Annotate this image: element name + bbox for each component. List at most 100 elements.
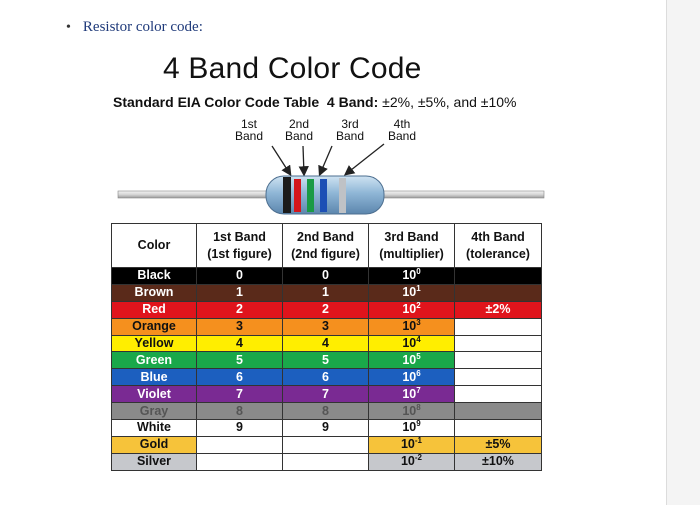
color-code-table-wrap: Color 1st Band (1st figure) 2nd Band (2n… xyxy=(111,223,542,471)
band-red xyxy=(294,179,301,212)
band1-cell: 5 xyxy=(196,351,283,370)
header-band4: 4th Band (tolerance) xyxy=(454,223,542,268)
tolerance-cell xyxy=(454,402,542,421)
multiplier-base: 10 xyxy=(402,336,417,350)
band2-cell xyxy=(282,452,369,471)
color-name-cell: Black xyxy=(111,267,197,285)
color-name-cell: Brown xyxy=(111,283,197,302)
table-row: Yellow 4 4 104 xyxy=(111,334,542,353)
multiplier-base: 10 xyxy=(402,420,417,435)
tolerance-cell xyxy=(454,334,542,353)
bullet-text: Resistor color code: xyxy=(82,19,203,35)
multiplier-base: 10 xyxy=(402,352,417,367)
band2-cell: 0 xyxy=(282,267,369,285)
multiplier-base: 10 xyxy=(400,437,415,452)
tolerance-cell: ±2% xyxy=(454,300,542,319)
tolerance-cell xyxy=(454,267,542,285)
table-row: Gray 8 8 108 xyxy=(111,402,542,421)
tolerance-cell xyxy=(454,368,542,387)
multiplier-cell: 107 xyxy=(368,385,455,404)
multiplier-base: 10 xyxy=(402,319,417,334)
table-row: Red 2 2 102 ±2% xyxy=(111,300,542,319)
bullet-marker: • xyxy=(66,19,71,35)
color-name-cell: Red xyxy=(111,300,197,319)
resistor-lead-left xyxy=(117,190,269,199)
subtitle-band-label: 4 Band: xyxy=(326,94,379,110)
table-row: Orange 3 3 103 xyxy=(111,317,542,336)
color-name-cell: Yellow xyxy=(111,334,197,353)
bullet-line: • Resistor color code: xyxy=(66,19,203,36)
color-name-cell: Gold xyxy=(111,435,197,454)
multiplier-exponent: 3 xyxy=(416,318,421,328)
color-name-cell: Blue xyxy=(111,368,197,387)
band1-cell: 7 xyxy=(196,385,283,404)
band-label-3: 3rd Band xyxy=(336,117,365,143)
band1-cell: 6 xyxy=(196,368,283,387)
multiplier-base: 10 xyxy=(402,285,417,300)
page-edge-panel xyxy=(666,0,700,505)
table-row: Silver 10-2 ±10% xyxy=(111,452,542,471)
multiplier-exponent: 6 xyxy=(416,368,421,378)
band-silver xyxy=(339,178,346,213)
table-row: White 9 9 109 xyxy=(111,419,542,437)
subtitle-bold: Standard EIA Color Code Table xyxy=(113,94,320,110)
band2-cell: 8 xyxy=(282,402,369,421)
multiplier-exponent: 1 xyxy=(416,284,421,294)
multiplier-exponent: -2 xyxy=(414,453,423,463)
table-row: Gold 10-1 ±5% xyxy=(111,435,542,454)
multiplier-exponent: 7 xyxy=(416,385,421,395)
band2-cell: 2 xyxy=(282,300,369,319)
multiplier-cell: 10-1 xyxy=(368,435,455,454)
multiplier-cell: 105 xyxy=(368,351,455,370)
tolerance-cell: ±5% xyxy=(454,435,542,454)
multiplier-base: 10 xyxy=(400,454,415,469)
band2-cell: 9 xyxy=(282,419,369,437)
table-row: Blue 6 6 106 xyxy=(111,368,542,387)
subtitle-tolerances: ±2%, ±5%, and ±10% xyxy=(382,94,517,110)
multiplier-cell: 108 xyxy=(368,402,455,421)
page-title: 4 Band Color Code xyxy=(163,52,422,85)
band1-cell: 4 xyxy=(196,334,283,353)
table-row: Black 0 0 100 xyxy=(111,267,542,285)
arrow-band-4 xyxy=(343,143,385,176)
color-name-cell: Orange xyxy=(111,317,197,336)
subtitle: Standard EIA Color Code Table 4 Band: ±2… xyxy=(113,94,517,110)
multiplier-cell: 100 xyxy=(368,267,455,285)
multiplier-exponent: 0 xyxy=(416,267,421,277)
color-name-cell: White xyxy=(111,419,197,437)
band1-cell: 3 xyxy=(196,317,283,336)
table-row: Violet 7 7 107 xyxy=(111,385,542,404)
arrow-band-3 xyxy=(318,145,333,177)
band-black xyxy=(283,177,291,213)
tolerance-cell xyxy=(454,283,542,302)
multiplier-base: 10 xyxy=(402,403,417,418)
band-label-4: 4th Band xyxy=(388,117,417,143)
header-band2: 2nd Band (2nd figure) xyxy=(282,223,369,268)
multiplier-cell: 10-2 xyxy=(368,452,455,471)
multiplier-exponent: 8 xyxy=(416,402,421,412)
band1-cell: 9 xyxy=(196,419,283,437)
multiplier-base: 10 xyxy=(402,302,417,317)
multiplier-exponent: 2 xyxy=(416,301,421,311)
header-band3: 3rd Band (multiplier) xyxy=(368,223,455,268)
arrow-band-2 xyxy=(298,145,309,177)
multiplier-exponent: 4 xyxy=(416,335,421,344)
multiplier-cell: 102 xyxy=(368,300,455,319)
band1-cell: 8 xyxy=(196,402,283,421)
color-name-cell: Gray xyxy=(111,402,197,421)
band2-cell xyxy=(282,435,369,454)
multiplier-exponent: 5 xyxy=(416,351,421,361)
multiplier-exponent: -1 xyxy=(414,436,423,446)
color-code-table: Color 1st Band (1st figure) 2nd Band (2n… xyxy=(111,223,542,471)
tolerance-cell: ±10% xyxy=(454,452,542,471)
multiplier-cell: 101 xyxy=(368,283,455,302)
multiplier-cell: 106 xyxy=(368,368,455,387)
band1-cell xyxy=(196,435,283,454)
band2-cell: 3 xyxy=(282,317,369,336)
band-blue xyxy=(320,179,327,212)
multiplier-cell: 109 xyxy=(368,419,455,437)
tolerance-cell xyxy=(454,351,542,370)
band2-cell: 7 xyxy=(282,385,369,404)
tolerance-cell xyxy=(454,419,542,437)
